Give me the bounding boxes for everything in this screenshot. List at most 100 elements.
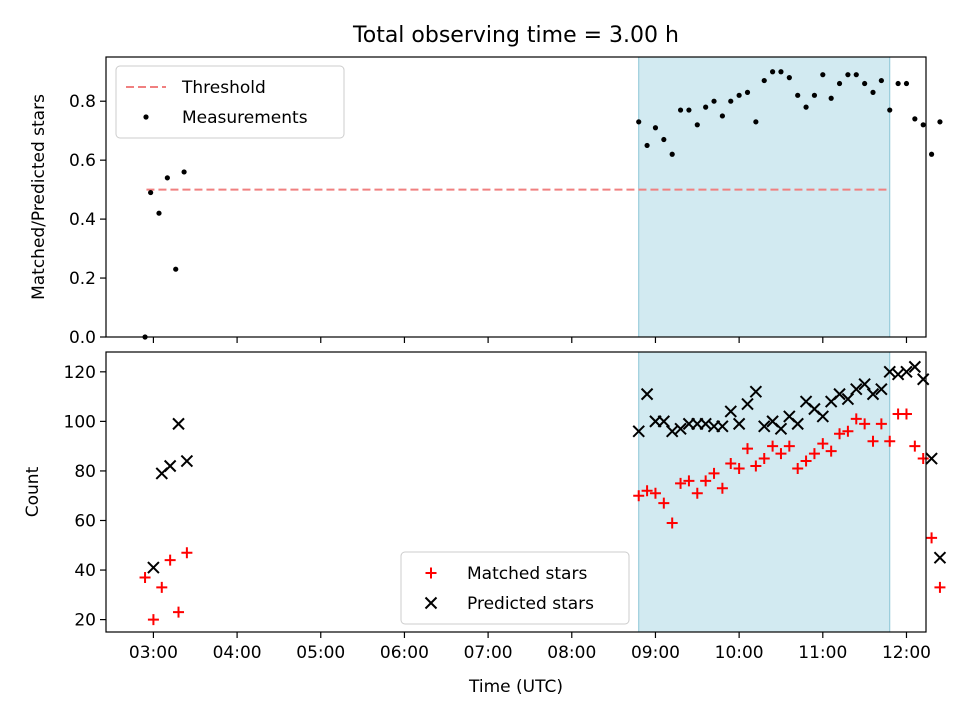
data-point (858, 378, 871, 391)
data-point (686, 107, 692, 113)
data-point (719, 113, 725, 119)
y-tick-label: 120 (64, 363, 96, 383)
data-point (875, 418, 887, 430)
data-point (917, 373, 930, 386)
data-point (724, 405, 737, 418)
data-point (909, 440, 921, 452)
data-point (859, 418, 871, 430)
data-point (640, 387, 654, 401)
data-point (850, 382, 863, 396)
matched-stars-series (139, 408, 946, 626)
data-point (677, 107, 684, 113)
data-point (841, 392, 855, 406)
data-point (808, 448, 820, 460)
data-point (661, 136, 667, 143)
legend-swatch (424, 596, 438, 610)
y-tick-label: 0.2 (69, 269, 96, 289)
data-point (878, 77, 884, 84)
data-point (163, 459, 177, 473)
data-point (758, 420, 771, 433)
data-point (750, 460, 762, 472)
ratio-legend: Threshold Measurements (115, 65, 345, 139)
chart-title: Total observing time = 3.00 h (352, 23, 679, 48)
data-point (657, 415, 671, 428)
data-point (674, 422, 687, 436)
data-point (758, 453, 770, 465)
data-point (920, 122, 926, 128)
y-tick-label: 100 (64, 412, 96, 432)
data-point (900, 365, 913, 379)
data-point (933, 551, 947, 564)
y-tick-label: 60 (74, 511, 96, 531)
legend-box (115, 65, 345, 139)
data-point (728, 98, 734, 104)
ratio-plot-frame (105, 56, 927, 338)
data-point (795, 92, 801, 98)
data-point (181, 547, 193, 559)
y-tick-label: 0.8 (69, 92, 96, 112)
data-point (708, 467, 720, 479)
data-point (811, 92, 818, 98)
data-point (867, 435, 879, 447)
data-point (900, 408, 912, 420)
x-tick-label: 03:00 (129, 643, 178, 663)
y-tick-label: 0.4 (69, 210, 96, 230)
time-x-axis: 03:00 04:00 05:00 06:00 07:00 08:00 09:00 10:00… (129, 632, 931, 663)
x-axis-label: Time (UTC) (468, 677, 563, 697)
data-point (845, 72, 851, 78)
predicted-stars-series (147, 360, 947, 574)
data-point (937, 119, 943, 125)
data-point (786, 75, 792, 81)
data-point (633, 490, 645, 502)
x-tick-label: 05:00 (296, 643, 345, 663)
data-point (887, 107, 893, 113)
y-tick-label: 0.6 (69, 151, 96, 171)
data-point (666, 517, 678, 529)
data-point (172, 417, 185, 431)
data-point (733, 462, 745, 474)
data-point (928, 151, 935, 157)
y-tick-label: 40 (74, 561, 96, 581)
data-point (908, 360, 922, 374)
data-point (644, 142, 650, 149)
shaded-region (638, 56, 891, 338)
y-tick-label: 20 (74, 611, 96, 631)
data-point (700, 475, 712, 487)
data-point (816, 410, 830, 423)
data-point (767, 440, 779, 452)
data-point (926, 532, 938, 544)
data-point (683, 475, 695, 487)
data-point (716, 420, 729, 433)
ratio-y-axis-label: Matched/Predicted stars (29, 94, 49, 300)
count-y-axis: 20 40 60 80 100 120 (64, 363, 106, 631)
data-point (833, 387, 846, 401)
data-point (925, 452, 938, 465)
legend-swatch (425, 567, 437, 579)
data-point (875, 382, 888, 396)
legend-label: Measurements (182, 108, 308, 128)
data-point (691, 487, 703, 499)
data-point (703, 104, 709, 110)
data-point (803, 104, 809, 110)
legend-label: Threshold (181, 78, 266, 98)
data-point (853, 72, 859, 78)
data-point (658, 497, 670, 509)
legend-label: Matched stars (467, 564, 587, 584)
legend-swatch (143, 114, 149, 120)
y-tick-label: 0.0 (69, 328, 96, 348)
data-point (866, 387, 880, 401)
data-point (156, 210, 162, 216)
data-point (164, 175, 170, 181)
data-point (139, 571, 151, 583)
x-tick-label: 12:00 (882, 643, 931, 663)
data-point (883, 365, 896, 379)
data-point (699, 417, 712, 431)
data-point (828, 95, 834, 101)
data-point (842, 425, 854, 437)
data-point (825, 445, 837, 457)
data-point (744, 89, 751, 95)
data-point (836, 80, 843, 87)
count-plot-frame (105, 351, 927, 633)
data-point (649, 487, 661, 499)
